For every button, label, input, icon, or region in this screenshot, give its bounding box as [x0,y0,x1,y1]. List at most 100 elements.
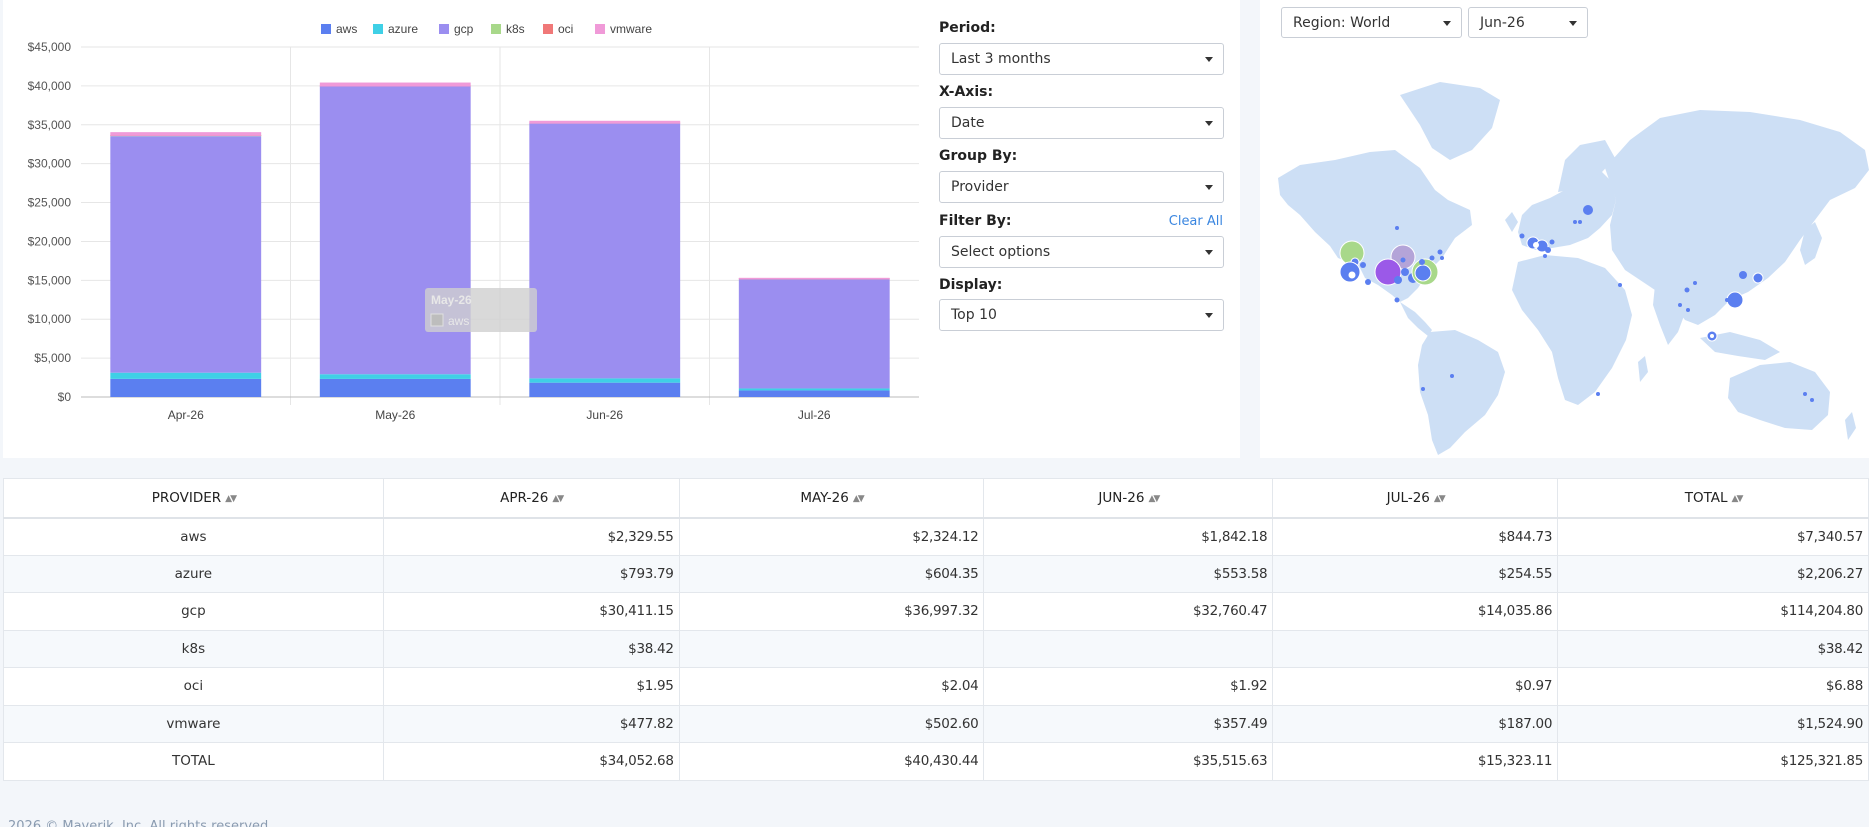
chevron-down-icon [1205,185,1213,190]
map-bubble[interactable] [1686,308,1690,312]
display-select[interactable]: Top 10 [939,299,1224,331]
map-bubble[interactable] [1400,257,1406,263]
table-row: gcp $30,411.15 $36,997.32 $32,760.47 $14… [3,592,1869,631]
xaxis-select[interactable]: Date [939,107,1224,139]
legend-label: oci [558,22,573,36]
xaxis-value: Date [951,115,985,131]
cell-value: $553.58 [983,554,1274,593]
map-bubble[interactable] [1395,226,1399,230]
col-header-provider[interactable]: PROVIDER ▲▼ [3,478,384,519]
period-select[interactable]: Last 3 months [939,43,1224,75]
cell-value: $7,340.57 [1557,517,1869,556]
col-header-jul[interactable]: JUL-26 ▲▼ [1272,478,1559,519]
legend-label: aws [336,22,357,36]
y-tick-label: $0 [58,390,72,404]
x-tick-label: Apr-26 [168,408,204,422]
region-select[interactable]: Region: World [1281,7,1462,38]
sort-icon[interactable]: ▲▼ [1148,493,1160,504]
map-bubble[interactable] [1739,271,1747,279]
sort-icon[interactable]: ▲▼ [225,493,237,504]
map-bubble[interactable] [1394,297,1400,303]
map-bubble[interactable] [1394,276,1402,284]
chevron-down-icon [1205,121,1213,126]
map-bubble[interactable] [1421,387,1425,391]
map-bubble[interactable] [1810,398,1814,402]
groupby-select[interactable]: Provider [939,171,1224,203]
cell-value: $15,323.11 [1272,742,1559,781]
map-bubble[interactable] [1365,279,1371,285]
map-bubble[interactable] [1725,298,1729,302]
map-bubble[interactable] [1726,291,1744,309]
map-month-select[interactable]: Jun-26 [1468,7,1588,38]
map-bubble[interactable] [1583,205,1593,215]
map-bubble[interactable] [1618,283,1622,287]
cell-provider: k8s [3,629,384,668]
map-bubble[interactable] [1549,239,1555,245]
table-row: vmware $477.82 $502.60 $357.49 $187.00 $… [3,704,1869,743]
map-bubble[interactable] [1678,303,1682,307]
legend-swatch [321,24,331,34]
cell-value: $34,052.68 [382,742,680,781]
cell-value: $32,760.47 [983,592,1274,631]
sort-icon[interactable]: ▲▼ [1433,493,1446,504]
map-bubble[interactable] [1360,262,1366,268]
legend-label: azure [388,22,418,36]
map-bubble[interactable] [1519,233,1525,239]
period-value: Last 3 months [951,51,1051,67]
world-map[interactable] [1260,0,1869,458]
chevron-down-icon [1205,313,1213,318]
col-header-label: APR-26 [500,489,549,506]
map-bubble[interactable] [1533,242,1539,248]
map-bubble[interactable] [1684,287,1690,293]
map-bubble[interactable] [1440,256,1444,260]
legend-label: vmware [610,22,652,36]
map-bubble[interactable] [1414,264,1432,282]
sort-icon[interactable]: ▲▼ [1731,493,1744,504]
y-tick-label: $10,000 [28,312,72,326]
footer-copyright: 2026 © Maverik, Inc. All rights reserved… [8,819,273,827]
map-bubble[interactable] [1437,249,1443,255]
sort-icon[interactable]: ▲▼ [852,493,865,504]
clear-all-link[interactable]: Clear All [1168,214,1223,229]
stacked-bar-chart: $0 $5,000 $10,000 $15,000 $20,000 $25,000 $30,… [28,22,919,422]
sort-icon[interactable]: ▲▼ [552,493,564,504]
map-bubble[interactable] [1347,270,1357,280]
bar-segment-aws [319,378,471,397]
map-bubble[interactable] [1543,254,1547,258]
y-tick-label: $30,000 [28,157,72,171]
map-bubble[interactable] [1710,334,1714,338]
col-header-total[interactable]: TOTAL ▲▼ [1557,478,1869,519]
col-header-jun[interactable]: JUN-26 ▲▼ [983,478,1274,519]
cell-value [1272,629,1559,668]
map-bubble[interactable] [1752,272,1764,284]
y-tick-label: $15,000 [28,273,72,287]
cell-value: $30,411.15 [382,592,680,631]
map-bubble[interactable] [1401,268,1409,276]
map-bubble[interactable] [1429,255,1435,261]
map-bubble[interactable] [1803,392,1807,396]
filterby-select[interactable]: Select options [939,236,1224,268]
cell-value [678,629,985,668]
col-header-apr[interactable]: APR-26 ▲▼ [382,478,680,519]
map-bubble[interactable] [1596,392,1600,396]
cell-value: $1,524.90 [1557,704,1869,743]
filterby-value: Select options [951,244,1051,260]
groupby-label: Group By: [939,148,1018,164]
cell-value: $2,329.55 [382,517,680,556]
chevron-down-icon [1443,21,1451,26]
display-label: Display: [939,277,1003,293]
legend-swatch [439,24,449,34]
map-bubbles[interactable] [1339,205,1814,402]
col-header-may[interactable]: MAY-26 ▲▼ [678,478,985,519]
map-land [1278,82,1869,455]
map-bubble[interactable] [1545,247,1551,253]
x-tick-label: Jun-26 [586,408,623,422]
map-bubble[interactable] [1693,281,1697,285]
legend-label: gcp [454,22,474,36]
cell-value: $1.95 [382,667,680,706]
map-bubble[interactable] [1450,374,1454,378]
chevron-down-icon [1569,21,1577,26]
map-bubble[interactable] [1419,259,1425,265]
map-bubble[interactable] [1578,220,1582,224]
map-bubble[interactable] [1573,220,1577,224]
